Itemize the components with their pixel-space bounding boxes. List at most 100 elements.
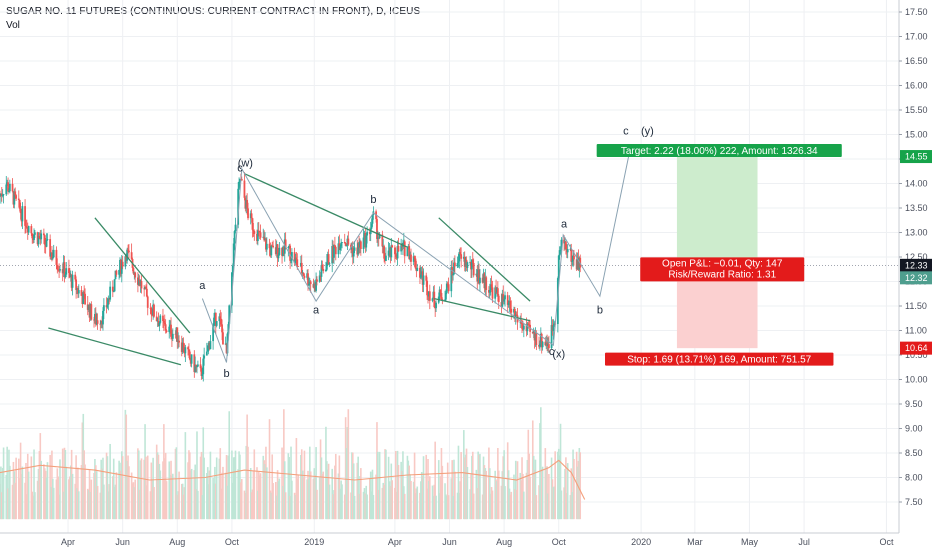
candle-body (570, 248, 573, 262)
volume-bar (403, 486, 405, 520)
candle-body (193, 354, 196, 373)
volume-bar (490, 487, 493, 520)
volume-bar (376, 422, 378, 520)
volume-bar (471, 451, 474, 520)
volume-bar (300, 449, 303, 520)
candle-body (502, 294, 505, 302)
volume-bar (225, 454, 228, 520)
candle-body (74, 274, 77, 280)
volume-bar (307, 470, 309, 520)
candle-body (96, 320, 99, 324)
candle-body (371, 214, 374, 224)
candle-body (65, 268, 68, 275)
candle-body (132, 267, 135, 274)
candle-body (414, 258, 417, 269)
volume-bar (70, 449, 73, 520)
candle-body (490, 284, 493, 288)
volume-bar (149, 491, 152, 520)
volume-bar (579, 452, 582, 520)
candle-body (115, 270, 118, 275)
volume-bar (328, 484, 331, 520)
candle-body (547, 344, 550, 349)
candle-body (345, 245, 348, 247)
volume-bar (497, 470, 500, 520)
volume-bar (334, 453, 337, 520)
candle-body (456, 263, 459, 267)
candle-body (503, 299, 506, 302)
candle-body (168, 326, 171, 333)
trendline (434, 298, 531, 322)
volume-bar (36, 480, 39, 520)
volume-bar (504, 486, 506, 520)
volume-bar (76, 488, 78, 520)
candle-body (1, 195, 4, 196)
volume-bar (101, 468, 103, 520)
volume-bar (214, 483, 217, 520)
volume-bar (155, 444, 158, 520)
candle-body (102, 310, 104, 325)
volume-bar (196, 431, 198, 520)
candle-body (75, 279, 78, 291)
volume-bar (426, 488, 428, 520)
volume-bar (408, 465, 411, 520)
volume-bar (282, 485, 284, 520)
volume-bar (113, 486, 116, 520)
volume-bar (190, 468, 193, 520)
volume-bar (479, 453, 481, 520)
volume-bar (295, 438, 298, 520)
volume-bar (396, 450, 399, 520)
volume-bar (21, 466, 24, 520)
candle-body (453, 262, 456, 267)
volume-bar (264, 464, 266, 520)
volume-bar (33, 449, 35, 520)
volume-bar (137, 448, 139, 520)
volume-bar (359, 476, 361, 520)
volume-bar (471, 455, 473, 520)
volume-bar (258, 475, 261, 520)
candle-body (438, 289, 441, 297)
candle-body (344, 243, 347, 246)
volume-bar (320, 457, 323, 520)
target-label: Target: 2.22 (18.00%) 222, Amount: 1326.… (596, 144, 842, 158)
candle-body (178, 340, 180, 343)
volume-bar (183, 487, 186, 520)
volume-bar (52, 478, 54, 520)
candle-body (325, 269, 327, 272)
volume-bar (514, 488, 516, 520)
candle-body (226, 333, 229, 354)
volume-bar (344, 417, 347, 520)
volume-bar (269, 490, 272, 520)
candle-body (2, 194, 5, 196)
candle-body (322, 268, 325, 272)
volume-bar (114, 484, 117, 520)
volume-bar (541, 466, 544, 520)
volume-bar (308, 478, 310, 520)
candle-body (7, 182, 9, 192)
volume-bar (439, 476, 442, 520)
volume-bar (256, 467, 258, 520)
candle-body (446, 283, 449, 285)
volume-bar (500, 485, 503, 520)
candle-body (479, 277, 481, 284)
volume-bar (174, 448, 177, 520)
candle-body (120, 261, 123, 274)
volume-bar (402, 451, 404, 520)
volume-bar (220, 488, 222, 520)
candle-body (527, 323, 530, 325)
volume-bar (525, 472, 528, 520)
volume-bar (510, 491, 513, 520)
candle-body (413, 256, 416, 259)
wave-label: c (623, 126, 629, 138)
candle-body (287, 247, 290, 248)
candle-body (206, 345, 209, 352)
volume-bar (233, 457, 236, 520)
volume-bar (146, 455, 149, 520)
volume-bar (130, 472, 133, 520)
candle-body (400, 245, 403, 252)
candle-body (276, 244, 279, 259)
price-tick-label: 13.50 (905, 203, 928, 213)
volume-bar (356, 462, 359, 520)
volume-bar (215, 457, 218, 520)
